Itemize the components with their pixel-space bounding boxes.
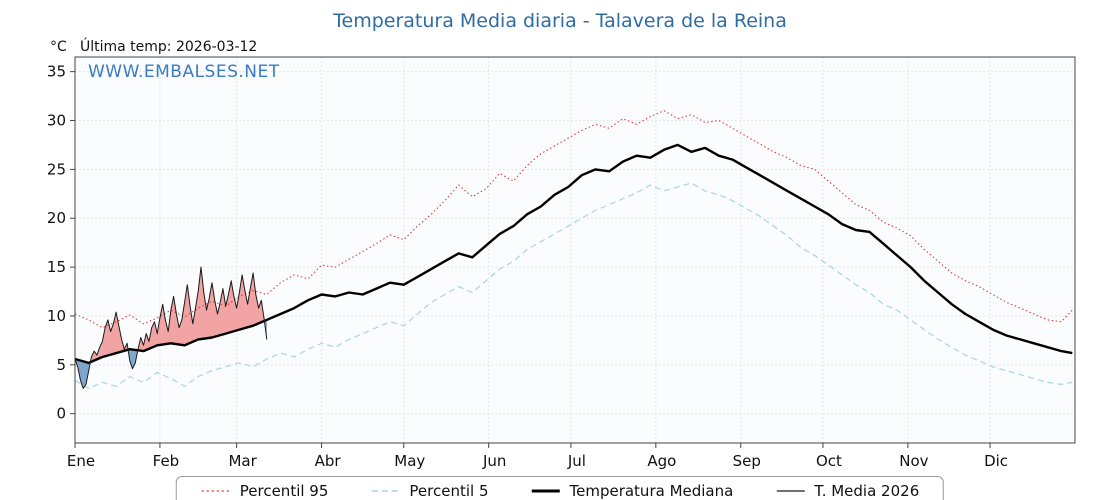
last-temp-label: Última temp: 2026-03-12: [80, 39, 258, 55]
legend-item-mediana: Temperatura Mediana: [530, 482, 733, 500]
x-tick-label: Feb: [153, 452, 180, 470]
y-tick-label: 35: [47, 63, 66, 81]
y-tick-label: 5: [56, 356, 66, 374]
x-tick-label: Ene: [67, 452, 95, 470]
mediana-line-sample-icon: [531, 489, 560, 493]
x-tick-label: Nov: [899, 452, 928, 470]
legend-item-percentil5: Percentil 5: [370, 482, 488, 500]
x-tick-label: Mar: [228, 452, 257, 470]
series-line-t2026: [74, 266, 268, 389]
x-tick-label: Jun: [482, 452, 506, 470]
legend-label-tmedia2026: T. Media 2026: [814, 482, 920, 500]
series-line-p95: [74, 110, 1073, 329]
watermark: WWW.EMBALSES.NET: [88, 62, 280, 82]
tmedia2026-line-sample-icon: [776, 490, 805, 492]
series-line-median: [74, 143, 1073, 365]
legend-item-tmedia2026: T. Media 2026: [775, 482, 919, 500]
x-tick-label: May: [394, 452, 425, 470]
percentil5-line-sample-icon: [371, 490, 400, 492]
legend-label-mediana: Temperatura Mediana: [569, 482, 734, 500]
y-tick-label: 30: [47, 112, 66, 130]
x-tick-label: Sep: [733, 452, 761, 470]
legend-item-percentil95: Percentil 95: [201, 482, 329, 500]
x-tick-label: Oct: [816, 452, 842, 470]
x-tick-label: Ago: [647, 452, 676, 470]
plot-frame: [74, 56, 1076, 444]
y-tick-label: 10: [47, 307, 66, 325]
y-axis-unit-label: °C: [50, 39, 67, 55]
legend-label-percentil5: Percentil 5: [409, 482, 489, 500]
legend-label-percentil95: Percentil 95: [239, 482, 329, 500]
y-tick-label: 15: [47, 258, 66, 276]
chart-title: Temperatura Media diaria - Talavera de l…: [333, 10, 787, 32]
series-line-p5: [74, 182, 1073, 389]
y-tick-label: 0: [56, 405, 66, 423]
legend: Percentil 95 Percentil 5 Temperatura Med…: [175, 476, 945, 500]
x-tick-label: Abr: [315, 452, 342, 470]
percentil95-line-sample-icon: [201, 490, 230, 492]
y-tick-label: 25: [47, 160, 66, 178]
x-tick-label: Dic: [984, 452, 1008, 470]
x-tick-label: Jul: [567, 452, 586, 470]
y-tick-label: 20: [47, 209, 66, 227]
area-above-median: [75, 267, 267, 363]
plot-background: [75, 57, 1075, 443]
